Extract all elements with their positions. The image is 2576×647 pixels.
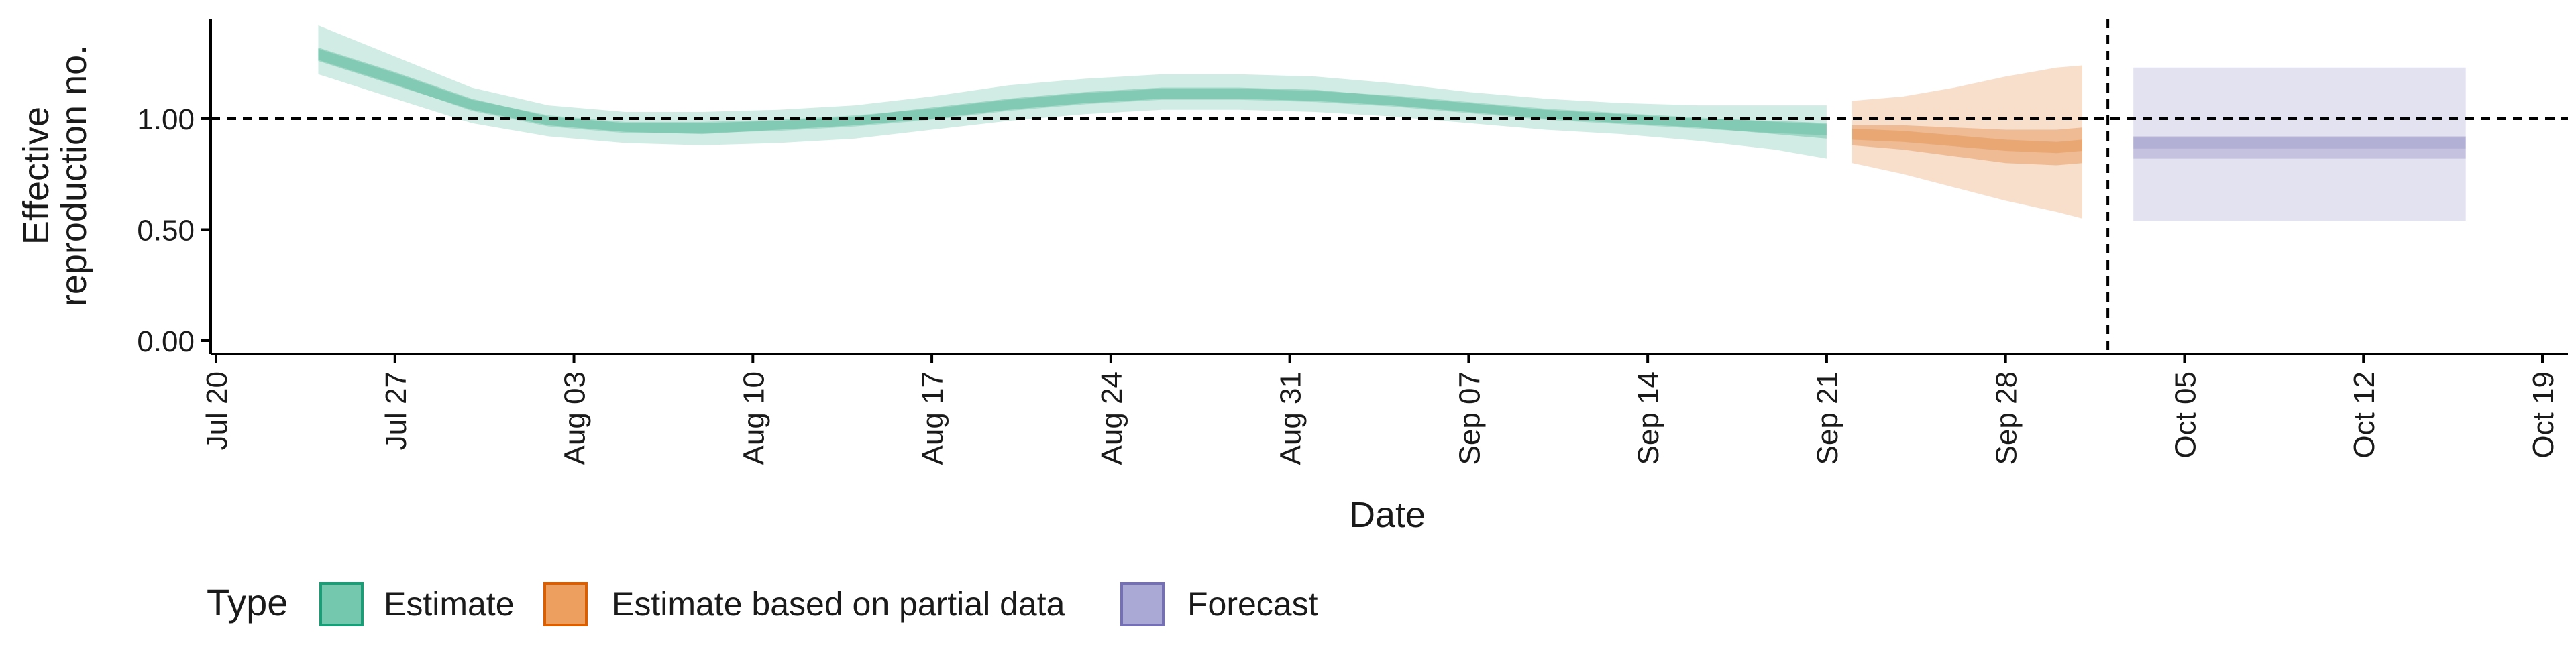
x-tick-label-1: Jul 27: [380, 371, 413, 450]
legend-label-partial: Estimate based on partial data: [612, 585, 1065, 623]
x-tick-label-6: Aug 31: [1275, 371, 1307, 465]
reference-lines: [211, 19, 2568, 354]
x-tick-label-2: Aug 03: [559, 371, 592, 465]
x-tick-label-3: Aug 10: [737, 371, 770, 465]
y-axis-title-line-1: Effective: [16, 107, 56, 245]
estimate-based-on-partial-data-band-median: [1852, 128, 2082, 154]
x-tick-label-12: Oct 12: [2348, 371, 2381, 459]
x-tick-label-0: Jul 20: [201, 371, 233, 450]
y-tick-label-0: 0.00: [137, 325, 195, 358]
estimate-based-on-partial-data-band-90: [1852, 65, 2082, 219]
legend-key-forecast: [1120, 582, 1165, 626]
forecast-band-50: [2133, 136, 2466, 159]
legend-label-estimate: Estimate: [384, 585, 515, 623]
x-tick-label-4: Aug 17: [916, 371, 949, 465]
forecast-band-median: [2133, 137, 2466, 149]
axes: [201, 19, 2568, 363]
x-tick-label-11: Oct 05: [2169, 371, 2202, 459]
estimate-based-on-partial-data-band-50: [1852, 125, 2082, 166]
bands-layer: [318, 25, 2466, 221]
x-tick-label-13: Oct 19: [2527, 371, 2560, 459]
y-axis-title-line-2: reproduction no.: [54, 45, 94, 306]
x-axis-title: Date: [1349, 495, 1426, 535]
x-tick-label-10: Sep 28: [1990, 371, 2023, 465]
legend: Type Estimate Estimate based on partial …: [207, 581, 1318, 626]
y-tick-label-2: 1.00: [137, 103, 195, 136]
estimate-band-50: [318, 48, 1827, 139]
axis-labels: 0.00 0.50 1.00 Jul 20 Jul 27 Aug 03 Aug 10 Aug …: [137, 103, 2560, 465]
legend-key-estimate: [319, 582, 364, 626]
forecast-band-90: [2133, 67, 2466, 221]
estimate-band-median: [318, 48, 1827, 135]
y-tick-label-1: 0.50: [137, 214, 195, 247]
x-tick-label-5: Aug 24: [1095, 371, 1128, 465]
x-tick-label-9: Sep 21: [1811, 371, 1844, 465]
legend-key-partial: [543, 582, 588, 626]
x-tick-label-7: Sep 07: [1453, 371, 1486, 465]
legend-title: Type: [207, 581, 288, 624]
x-tick-label-8: Sep 14: [1632, 371, 1665, 465]
estimate-band-90: [318, 25, 1827, 159]
legend-label-forecast: Forecast: [1187, 585, 1318, 623]
